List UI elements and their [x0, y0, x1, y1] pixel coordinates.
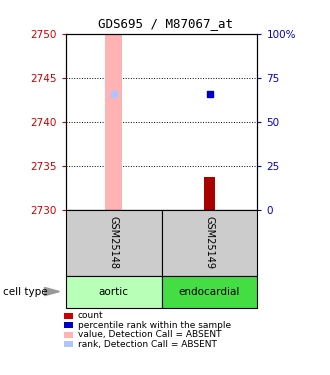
- Text: count: count: [78, 311, 103, 320]
- Text: GSM25148: GSM25148: [109, 216, 119, 269]
- Text: GSM25149: GSM25149: [205, 216, 214, 269]
- Point: [207, 91, 212, 97]
- Text: percentile rank within the sample: percentile rank within the sample: [78, 321, 231, 330]
- Text: GDS695 / M87067_at: GDS695 / M87067_at: [97, 17, 233, 30]
- Point: [111, 91, 116, 97]
- Text: rank, Detection Call = ABSENT: rank, Detection Call = ABSENT: [78, 340, 216, 349]
- Text: endocardial: endocardial: [179, 286, 240, 297]
- Bar: [105, 34, 122, 210]
- Text: cell type: cell type: [3, 286, 48, 297]
- Text: value, Detection Call = ABSENT: value, Detection Call = ABSENT: [78, 330, 221, 339]
- Text: aortic: aortic: [99, 286, 129, 297]
- Bar: [204, 177, 215, 210]
- Polygon shape: [45, 287, 59, 296]
